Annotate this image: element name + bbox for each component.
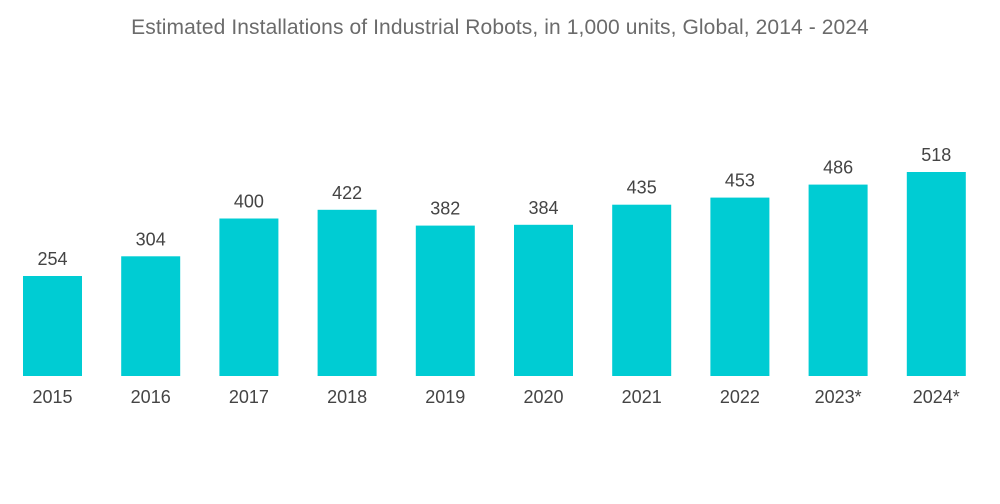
- x-tick-label-2018: 2018: [327, 387, 367, 407]
- bar-2024*: [906, 172, 966, 376]
- bar-2019: [415, 225, 475, 376]
- bar-2015: [23, 276, 82, 376]
- x-tick-label-2021: 2021: [622, 387, 662, 407]
- bar-2022: [710, 197, 770, 376]
- data-label-2017: 400: [234, 192, 264, 212]
- bar-2020: [514, 224, 573, 376]
- bar-2023*: [808, 184, 868, 376]
- data-labels-layer: 254 304 400 422 382 384 435 453 486 518: [37, 145, 951, 269]
- data-label-2015: 254: [37, 249, 67, 269]
- bar-2017: [219, 218, 279, 376]
- x-tick-label-2022: 2022: [720, 387, 760, 407]
- data-label-2020: 384: [528, 198, 558, 218]
- data-label-2019: 382: [430, 199, 460, 219]
- x-tick-label-2016: 2016: [131, 387, 171, 407]
- bar-2021: [612, 204, 672, 376]
- chart-title: Estimated Installations of Industrial Ro…: [131, 16, 869, 39]
- bar-2018: [317, 209, 377, 376]
- x-tick-label-2020: 2020: [523, 387, 563, 407]
- data-label-2023*: 486: [823, 158, 853, 178]
- x-tick-label-2015: 2015: [32, 387, 72, 407]
- data-label-2024*: 518: [921, 145, 951, 165]
- x-axis-ticks: 2015 2016 2017 2018 2019 2020 2021 2022 2023* 202…: [32, 387, 959, 407]
- data-label-2021: 435: [627, 178, 657, 198]
- x-tick-label-2019: 2019: [425, 387, 465, 407]
- data-label-2016: 304: [136, 229, 166, 249]
- x-tick-label-2023*: 2023*: [815, 387, 862, 407]
- bars-layer: [23, 172, 966, 376]
- data-label-2022: 453: [725, 171, 755, 191]
- x-tick-label-2017: 2017: [229, 387, 269, 407]
- bar-2016: [121, 256, 181, 376]
- x-tick-label-2024*: 2024*: [913, 387, 960, 407]
- data-label-2018: 422: [332, 183, 362, 203]
